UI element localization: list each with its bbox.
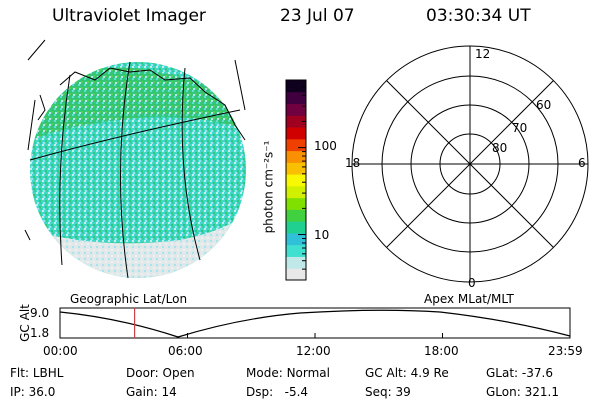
colorbar-unit-label: photon cm⁻²s⁻¹: [261, 140, 276, 234]
altitude-plot: [59, 307, 571, 339]
alt-xtick-4: 23:59: [548, 344, 583, 358]
polar-plot: [351, 45, 589, 283]
mlt-label-18: 18: [345, 156, 361, 170]
status-seq: Seq: 39: [365, 385, 411, 399]
colorbar-segment: [286, 197, 306, 210]
mlat-label-60: 60: [536, 98, 552, 112]
status-glon: GLon: 321.1: [486, 385, 559, 399]
status-flt: Flt: LBHL: [10, 366, 64, 380]
colorbar-segment: [286, 138, 306, 152]
geo-grid-lines: [24, 39, 246, 279]
geographic-caption: Geographic Lat/Lon: [70, 292, 188, 306]
colorbar-segment: [286, 185, 306, 199]
colorbar-segment: [286, 174, 306, 187]
colorbar: [285, 79, 307, 281]
alt-xtick-3: 18:00: [424, 344, 459, 358]
colorbar-segment: [286, 268, 306, 281]
status-dsp: Dsp: -5.4: [246, 385, 309, 399]
alt-xtick-1: 06:00: [168, 344, 203, 358]
colorbar-segment: [286, 256, 306, 269]
mlat-label-70: 70: [512, 121, 528, 135]
colorbar-segment: [286, 232, 306, 246]
status-ip: IP: 36.0: [10, 385, 56, 399]
magnetic-caption: Apex MLat/MLT: [424, 292, 514, 306]
colorbar-segment: [286, 127, 306, 140]
alt-ytick-high: 9.0: [30, 306, 50, 320]
status-door: Door: Open: [126, 366, 195, 380]
mlt-label-0: 0: [468, 276, 476, 290]
colorbar-tick-100: 100: [314, 139, 337, 153]
alt-xtick-0: 00:00: [43, 344, 78, 358]
uv-image-disk: [24, 39, 246, 279]
mlt-label-6: 6: [578, 156, 586, 170]
alt-xtick-2: 12:00: [296, 344, 331, 358]
date-label: 23 Jul 07: [280, 6, 355, 26]
colorbar-tick-10: 10: [314, 228, 330, 242]
colorbar-segment: [286, 80, 306, 93]
colorbar-segment: [286, 209, 306, 222]
status-gcalt: GC Alt: 4.9 Re: [365, 366, 449, 380]
status-mode: Mode: Normal: [246, 366, 330, 380]
colorbar-segment: [286, 91, 306, 105]
alt-ytick-low: 1.8: [30, 326, 50, 340]
mlat-label-80: 80: [492, 141, 508, 155]
time-label: 03:30:34 UT: [426, 6, 531, 26]
colorbar-segment: [286, 115, 306, 128]
colorbar-segment: [286, 244, 306, 257]
colorbar-segment: [286, 162, 306, 175]
mlt-label-12: 12: [475, 47, 491, 61]
instrument-title: Ultraviolet Imager: [52, 6, 206, 26]
colorbar-segment: [286, 221, 306, 234]
status-gain: Gain: 14: [126, 385, 177, 399]
colorbar-segment: [286, 103, 306, 116]
status-glat: GLat: -37.6: [486, 366, 553, 380]
colorbar-segment: [286, 150, 306, 163]
